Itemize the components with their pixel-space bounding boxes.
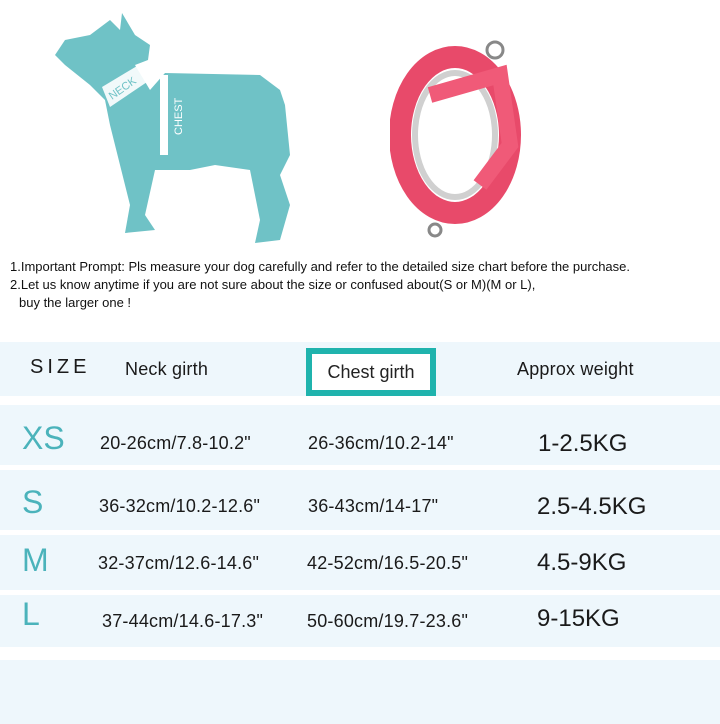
chest-value: 26-36cm/10.2-14"	[308, 433, 454, 453]
note-2: 2.Let us know anytime if you are not sur…	[10, 277, 536, 292]
size-label: S	[22, 484, 44, 520]
note-3: buy the larger one !	[19, 295, 132, 310]
instructions: 1.Important Prompt: Pls measure your dog…	[10, 258, 630, 312]
weight-value: 1-2.5KG	[538, 430, 628, 457]
neck-value: 20-26cm/7.8-10.2"	[100, 433, 251, 453]
header-chest-girth-highlight: Chest girth	[306, 348, 436, 396]
size-label: XS	[22, 420, 65, 456]
neck-value: 37-44cm/14.6-17.3"	[102, 611, 264, 631]
row-band-xs	[0, 405, 720, 465]
header-approx-weight: Approx weight	[517, 359, 634, 379]
weight-value: 9-15KG	[537, 605, 620, 632]
header-size: SIZE	[30, 356, 91, 378]
note-1: 1.Important Prompt: Pls measure your dog…	[10, 259, 630, 274]
header-chest-girth: Chest girth	[327, 361, 415, 382]
row-band-l	[0, 595, 720, 647]
chest-value: 36-43cm/14-17"	[308, 496, 439, 516]
row-band-s	[0, 470, 720, 530]
dog-measurement-illustration: NECK CHEST	[55, 13, 290, 243]
weight-value: 4.5-9KG	[537, 549, 627, 576]
chest-label: CHEST	[173, 97, 185, 135]
harness-image	[390, 40, 521, 238]
neck-value: 32-37cm/12.6-14.6"	[98, 553, 260, 573]
neck-value: 36-32cm/10.2-12.6"	[99, 496, 261, 516]
chest-value: 42-52cm/16.5-20.5"	[307, 553, 469, 573]
footer-band	[0, 660, 720, 724]
header-neck-girth: Neck girth	[125, 359, 209, 379]
weight-value: 2.5-4.5KG	[537, 493, 647, 520]
row-band-m	[0, 535, 720, 590]
size-label: M	[22, 542, 49, 578]
size-label: L	[22, 596, 40, 632]
chest-value: 50-60cm/19.7-23.6"	[307, 611, 469, 631]
